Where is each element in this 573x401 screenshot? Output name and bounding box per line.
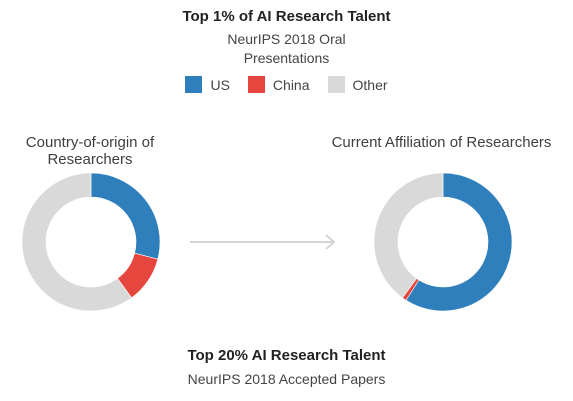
donut-right-title-line1: Current Affiliation of Researchers — [331, 134, 552, 151]
donut-left-title-line1: Country-of-origin of — [25, 134, 155, 151]
donut-left-title: Country-of-origin of Researchers — [0, 134, 180, 168]
chart-subtitle-line2: Presentations — [243, 50, 330, 66]
legend-swatch-us — [185, 76, 203, 93]
chart-subtitle-line1: NeurIPS 2018 Oral — [227, 31, 346, 47]
legend-item-other: Other — [327, 76, 388, 93]
footer-title: Top 20% AI Research Talent — [187, 347, 386, 364]
donut-slice-us — [405, 172, 513, 312]
donut-slice-other — [373, 172, 444, 299]
legend-label-other: Other — [352, 76, 388, 93]
donut-slice-other — [21, 172, 132, 312]
legend-item-china: China — [247, 76, 310, 93]
donut-left-title-line2: Researchers — [47, 151, 133, 168]
donut-slice-us — [90, 172, 161, 260]
legend-swatch-other — [327, 76, 345, 93]
legend-item-us: US — [185, 76, 230, 93]
legend-swatch-china — [247, 76, 265, 93]
arrow — [190, 234, 336, 250]
footer-subtitle: NeurIPS 2018 Accepted Papers — [187, 371, 386, 387]
legend: US China Other — [0, 76, 573, 93]
arrow-head — [325, 234, 336, 250]
donut-chart-country-of-origin — [21, 172, 161, 312]
donut-chart-current-affiliation — [373, 172, 513, 312]
donut-right-title: Current Affiliation of Researchers — [310, 134, 573, 151]
chart-title: Top 1% of AI Research Talent — [182, 8, 391, 25]
legend-label-us: US — [210, 76, 230, 93]
legend-label-china: China — [272, 76, 310, 93]
